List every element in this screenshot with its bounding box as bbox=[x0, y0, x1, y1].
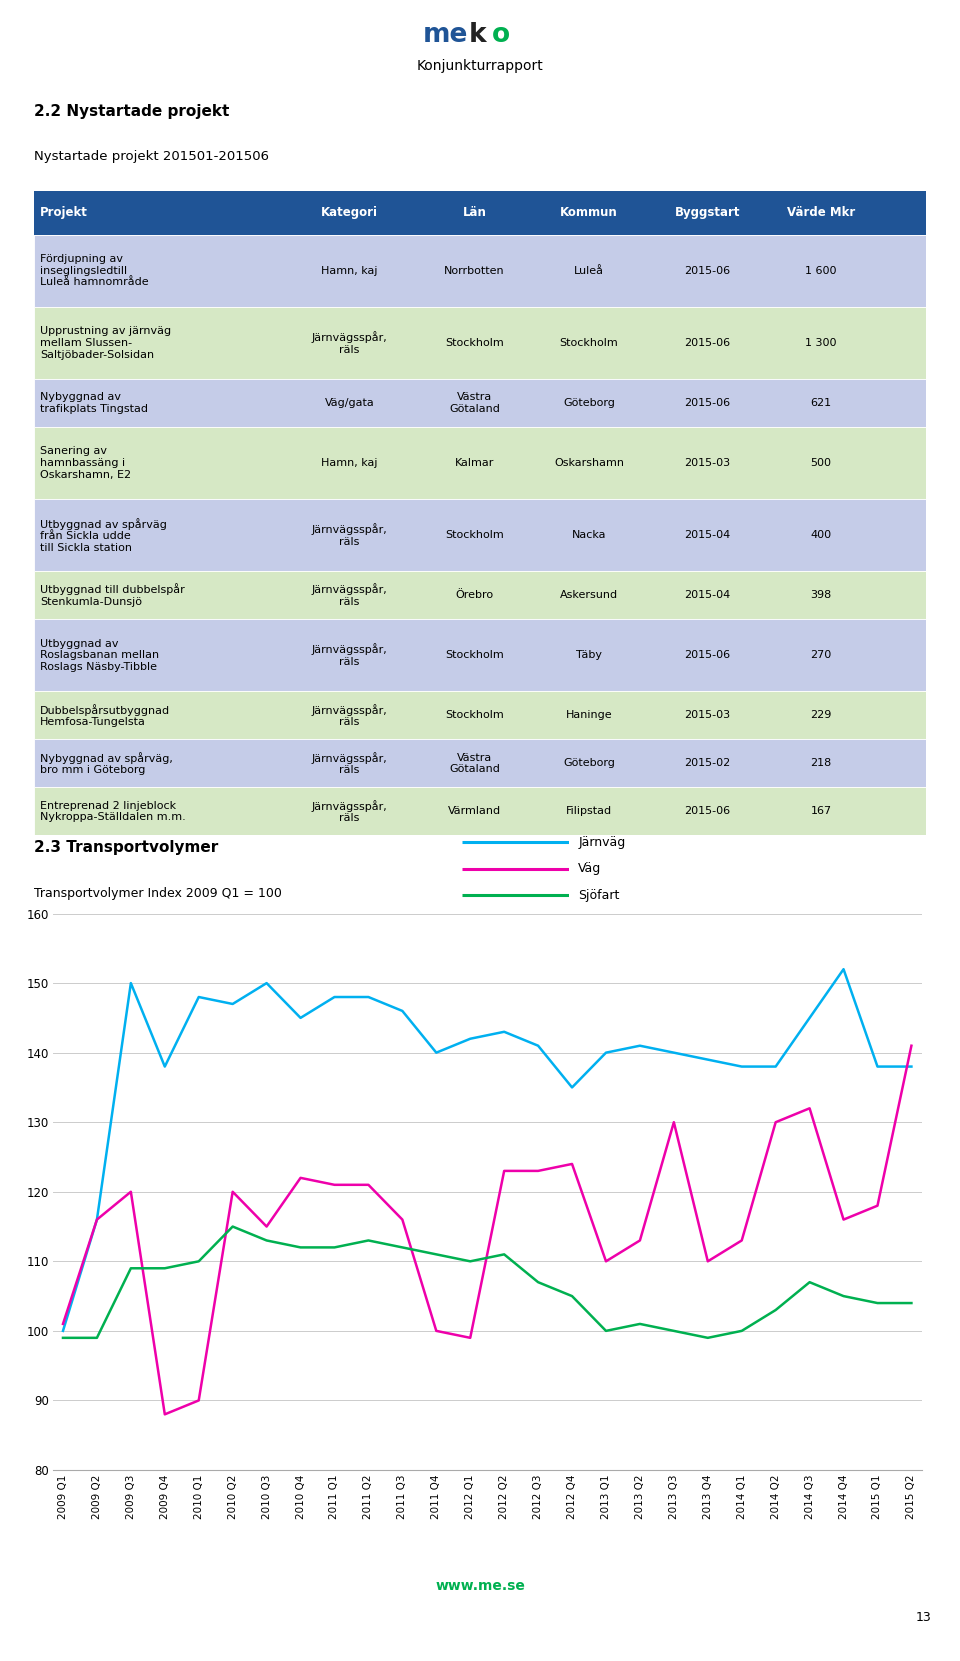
Text: 2.2 Nystartade projekt: 2.2 Nystartade projekt bbox=[34, 103, 229, 120]
Text: Västra
Götaland: Västra Götaland bbox=[449, 752, 500, 774]
FancyBboxPatch shape bbox=[34, 739, 926, 787]
Text: Göteborg: Göteborg bbox=[563, 399, 614, 409]
Text: Fördjupning av
inseglingsledtill
Luleå hamnområde: Fördjupning av inseglingsledtill Luleå h… bbox=[40, 254, 149, 287]
Text: Nybyggnad av
trafikplats Tingstad: Nybyggnad av trafikplats Tingstad bbox=[40, 392, 148, 414]
Text: Nystartade projekt 201501-201506: Nystartade projekt 201501-201506 bbox=[34, 149, 269, 163]
Text: Stockholm: Stockholm bbox=[445, 711, 504, 721]
Text: Stockholm: Stockholm bbox=[445, 337, 504, 347]
FancyBboxPatch shape bbox=[34, 427, 926, 498]
Text: Projekt: Projekt bbox=[40, 206, 87, 219]
Text: k: k bbox=[468, 22, 486, 48]
Text: Konjunkturrapport: Konjunkturrapport bbox=[417, 60, 543, 73]
Text: 1 600: 1 600 bbox=[805, 266, 837, 276]
Text: Väg: Väg bbox=[578, 862, 602, 875]
Text: Utbyggnad av
Roslagsbanan mellan
Roslags Näsby-Tibble: Utbyggnad av Roslagsbanan mellan Roslags… bbox=[40, 639, 159, 673]
FancyBboxPatch shape bbox=[34, 234, 926, 307]
Text: 229: 229 bbox=[810, 711, 831, 721]
Text: 2015-04: 2015-04 bbox=[684, 530, 731, 540]
Text: Värde Mkr: Värde Mkr bbox=[787, 206, 855, 219]
Text: 500: 500 bbox=[810, 458, 831, 468]
Text: Järnvägsspår,
räls: Järnvägsspår, räls bbox=[312, 523, 388, 546]
Text: Upprustning av järnväg
mellam Slussen-
Saltjöbader-Solsidan: Upprustning av järnväg mellam Slussen- S… bbox=[40, 326, 171, 359]
Text: 2015-06: 2015-06 bbox=[684, 399, 731, 409]
Text: Haninge: Haninge bbox=[565, 711, 612, 721]
Text: Askersund: Askersund bbox=[560, 590, 618, 600]
Text: Kalmar: Kalmar bbox=[455, 458, 494, 468]
Text: Nacka: Nacka bbox=[571, 530, 606, 540]
Text: Filipstad: Filipstad bbox=[565, 807, 612, 817]
Text: Järnvägsspår,
räls: Järnvägsspår, räls bbox=[312, 799, 388, 824]
Text: Hamn, kaj: Hamn, kaj bbox=[322, 458, 378, 468]
FancyBboxPatch shape bbox=[34, 191, 926, 234]
Text: Nybyggnad av spårväg,
bro mm i Göteborg: Nybyggnad av spårväg, bro mm i Göteborg bbox=[40, 752, 173, 776]
Text: 167: 167 bbox=[810, 807, 831, 817]
Text: Län: Län bbox=[463, 206, 487, 219]
Text: Stockholm: Stockholm bbox=[560, 337, 618, 347]
FancyBboxPatch shape bbox=[34, 571, 926, 620]
Text: 2015-06: 2015-06 bbox=[684, 807, 731, 817]
Text: 621: 621 bbox=[810, 399, 831, 409]
Text: Örebro: Örebro bbox=[456, 590, 493, 600]
Text: 2015-04: 2015-04 bbox=[684, 590, 731, 600]
Text: Järnvägsspår,
räls: Järnvägsspår, räls bbox=[312, 583, 388, 606]
FancyBboxPatch shape bbox=[34, 691, 926, 739]
Text: Transportvolymer Index 2009 Q1 = 100: Transportvolymer Index 2009 Q1 = 100 bbox=[34, 887, 281, 900]
Text: Luleå: Luleå bbox=[574, 266, 604, 276]
FancyBboxPatch shape bbox=[34, 787, 926, 835]
Text: Dubbelspårsutbyggnad
Hemfosa-Tungelsta: Dubbelspårsutbyggnad Hemfosa-Tungelsta bbox=[40, 704, 170, 728]
Text: Hamn, kaj: Hamn, kaj bbox=[322, 266, 378, 276]
Text: 2015-06: 2015-06 bbox=[684, 266, 731, 276]
Text: 2015-06: 2015-06 bbox=[684, 337, 731, 347]
Text: me: me bbox=[423, 22, 468, 48]
Text: Kategori: Kategori bbox=[322, 206, 378, 219]
Text: 2015-06: 2015-06 bbox=[684, 651, 731, 661]
FancyBboxPatch shape bbox=[34, 307, 926, 379]
Text: Järnvägsspår,
räls: Järnvägsspår, räls bbox=[312, 643, 388, 668]
Text: Kommun: Kommun bbox=[560, 206, 618, 219]
Text: Utbyggnad av spårväg
från Sickla udde
till Sickla station: Utbyggnad av spårväg från Sickla udde ti… bbox=[40, 518, 167, 553]
Text: 2015-03: 2015-03 bbox=[684, 711, 731, 721]
Text: Väg/gata: Väg/gata bbox=[324, 399, 374, 409]
Text: Norrbotten: Norrbotten bbox=[444, 266, 505, 276]
Text: Järnvägsspår,
räls: Järnvägsspår, räls bbox=[312, 704, 388, 728]
FancyBboxPatch shape bbox=[34, 498, 926, 571]
Text: 2015-02: 2015-02 bbox=[684, 759, 731, 769]
Text: o: o bbox=[492, 22, 510, 48]
Text: 400: 400 bbox=[810, 530, 831, 540]
Text: Utbyggnad till dubbelspår
Stenkumla-Dunsjö: Utbyggnad till dubbelspår Stenkumla-Duns… bbox=[40, 583, 184, 606]
Text: 218: 218 bbox=[810, 759, 831, 769]
Text: Oskarshamn: Oskarshamn bbox=[554, 458, 624, 468]
Text: Västra
Götaland: Västra Götaland bbox=[449, 392, 500, 414]
FancyBboxPatch shape bbox=[34, 620, 926, 691]
Text: Värmland: Värmland bbox=[448, 807, 501, 817]
Text: Stockholm: Stockholm bbox=[445, 530, 504, 540]
Text: 398: 398 bbox=[810, 590, 831, 600]
Text: 2.3 Transportvolymer: 2.3 Transportvolymer bbox=[34, 840, 218, 855]
Text: Järnväg: Järnväg bbox=[578, 835, 626, 849]
Text: 2015-03: 2015-03 bbox=[684, 458, 731, 468]
FancyBboxPatch shape bbox=[34, 379, 926, 427]
Text: Järnvägsspår,
räls: Järnvägsspår, räls bbox=[312, 752, 388, 776]
Text: www.me.se: www.me.se bbox=[435, 1580, 525, 1593]
Text: Byggstart: Byggstart bbox=[675, 206, 740, 219]
Text: 13: 13 bbox=[916, 1611, 931, 1624]
Text: 270: 270 bbox=[810, 651, 831, 661]
Text: 1 300: 1 300 bbox=[805, 337, 837, 347]
Text: Täby: Täby bbox=[576, 651, 602, 661]
Text: Sanering av
hamnbassäng i
Oskarshamn, E2: Sanering av hamnbassäng i Oskarshamn, E2 bbox=[40, 447, 131, 480]
Text: Göteborg: Göteborg bbox=[563, 759, 614, 769]
Text: Sjöfart: Sjöfart bbox=[578, 889, 619, 902]
Text: Stockholm: Stockholm bbox=[445, 651, 504, 661]
Text: Entreprenad 2 linjeblock
Nykroppa-Ställdalen m.m.: Entreprenad 2 linjeblock Nykroppa-Ställd… bbox=[40, 801, 185, 822]
Text: Järnvägsspår,
räls: Järnvägsspår, räls bbox=[312, 331, 388, 355]
